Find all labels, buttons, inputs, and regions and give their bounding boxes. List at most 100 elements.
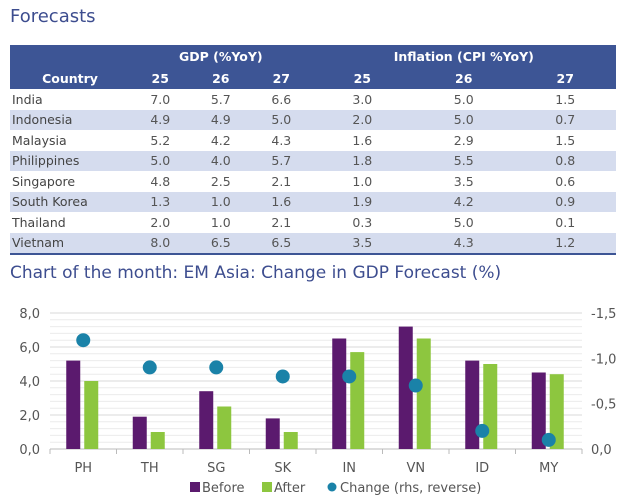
bar-before	[199, 391, 214, 449]
table-cell: 0.1	[555, 214, 576, 230]
legend-label: Before	[202, 481, 245, 496]
table-row: Philippines 5.0 4.0 5.7 1.8 5.5 0.8	[10, 150, 616, 171]
table-cell: 2.0	[311, 109, 414, 130]
table-cell: 1.2	[514, 232, 616, 255]
table-row: Malaysia 5.2 4.2 4.3 1.6 2.9 1.5	[10, 130, 616, 151]
column-header: 25	[311, 67, 414, 89]
bar-after	[350, 352, 365, 449]
table-cell: 1.6	[251, 191, 312, 212]
table-cell: 0.7	[514, 109, 616, 130]
table-cell: 6.6	[271, 91, 292, 107]
column-header: 27	[251, 67, 312, 89]
y-tick-label: 4,0	[19, 375, 40, 390]
change-point	[408, 378, 423, 393]
change-point	[209, 360, 224, 375]
legend-label: Change (rhs, reverse)	[340, 481, 481, 496]
table-cell: 5.0	[413, 109, 515, 130]
country-name: Malaysia	[12, 132, 67, 148]
column-header: Country	[10, 67, 130, 89]
table-cell: 4.3	[271, 132, 292, 148]
column-header: 27	[514, 67, 616, 89]
table-cell: 0.8	[514, 150, 616, 171]
country-name: Thailand	[12, 214, 66, 230]
y2-tick-label: -0,5	[591, 398, 616, 413]
bar-before	[332, 338, 347, 449]
x-tick-label: SK	[274, 461, 291, 476]
table-cell: 7.0	[150, 91, 171, 107]
table-cell: 5.7	[251, 150, 312, 171]
x-tick-label: MY	[539, 461, 558, 476]
table-cell: 1.6	[352, 132, 373, 148]
x-tick-label: VN	[406, 461, 425, 476]
country-name: South Korea	[10, 191, 130, 212]
table-cell: 5.0	[453, 91, 474, 107]
column-header: 26	[190, 67, 252, 89]
chart-title: Chart of the month: EM Asia: Change in G…	[10, 263, 502, 283]
y-tick-label: 6,0	[19, 341, 40, 356]
table-cell: 5.7	[210, 91, 231, 107]
table-cell: 4.0	[190, 150, 252, 171]
forecast-table: GDP (%YoY) Inflation (CPI %YoY) Country 25…	[10, 45, 616, 255]
change-point	[275, 369, 290, 384]
bar-before	[465, 360, 480, 449]
column-header: 26	[413, 67, 515, 89]
table-cell: 1.5	[555, 91, 576, 107]
table-cell: 2.5	[210, 173, 231, 189]
bar-before	[531, 372, 546, 449]
country-name: Singapore	[12, 173, 76, 189]
table-cell: 0.3	[352, 214, 373, 230]
table-row: Thailand 2.0 1.0 2.1 0.3 5.0 0.1	[10, 212, 616, 233]
table-cell: 2.1	[271, 173, 292, 189]
legend-label: After	[274, 481, 306, 496]
bar-after	[84, 381, 99, 449]
table-cell: 1.0	[190, 191, 252, 212]
y2-tick-label: 0,0	[591, 443, 612, 458]
table-row: Vietnam 8.0 6.5 6.5 3.5 4.3 1.2	[10, 232, 616, 255]
table-cell: 4.9	[190, 109, 252, 130]
bar-before	[132, 416, 147, 449]
bar-after	[549, 374, 564, 449]
change-point	[142, 360, 157, 375]
change-point	[76, 333, 91, 348]
x-tick-label: SG	[207, 461, 225, 476]
x-tick-label: TH	[140, 461, 159, 476]
legend-marker	[327, 482, 337, 492]
bar-after	[217, 406, 232, 449]
bar-after	[283, 432, 298, 449]
table-cell: 1.3	[130, 191, 191, 212]
country-name: India	[12, 91, 43, 107]
table-cell: 3.5	[453, 173, 474, 189]
legend-swatch	[190, 482, 200, 492]
table-cell: 4.8	[150, 173, 171, 189]
y2-tick-label: -1,0	[591, 352, 616, 367]
country-name: Indonesia	[10, 109, 130, 130]
table-cell: 5.0	[453, 214, 474, 230]
y-tick-label: 2,0	[19, 409, 40, 424]
table-cell: 0.9	[514, 191, 616, 212]
gdp-change-chart: 0,0 2,0 4,0 6,0 8,0 0,0 -0,5 -1,0 -1,5 PH TH SG SK IN…	[19, 307, 616, 496]
y2-tick-label: -1,5	[591, 307, 616, 322]
table-row: India 7.0 5.7 6.6 3.0 5.0 1.5	[10, 89, 616, 110]
country-name: Philippines	[10, 150, 130, 171]
table-cell: 5.5	[413, 150, 515, 171]
table-cell: 3.5	[311, 232, 414, 255]
x-tick-label: IN	[342, 461, 356, 476]
table-cell: 4.9	[130, 109, 191, 130]
change-point	[475, 423, 490, 438]
table-cell: 4.2	[210, 132, 231, 148]
bar-before	[66, 360, 81, 449]
table-cell: 2.9	[453, 132, 474, 148]
inflation-group-header: Inflation (CPI %YoY)	[311, 45, 616, 67]
bar-after	[150, 432, 165, 449]
table-row: Indonesia 4.9 4.9 5.0 2.0 5.0 0.7	[10, 109, 616, 130]
column-header: 25	[130, 67, 191, 89]
table-cell: 5.0	[251, 109, 312, 130]
legend-swatch	[262, 482, 272, 492]
change-point	[342, 369, 357, 384]
table-cell: 1.0	[210, 214, 231, 230]
table-cell: 1.0	[352, 173, 373, 189]
bar-before	[265, 418, 280, 449]
bar-after	[416, 338, 431, 449]
y-tick-label: 8,0	[19, 307, 40, 322]
table-cell: 2.0	[150, 214, 171, 230]
